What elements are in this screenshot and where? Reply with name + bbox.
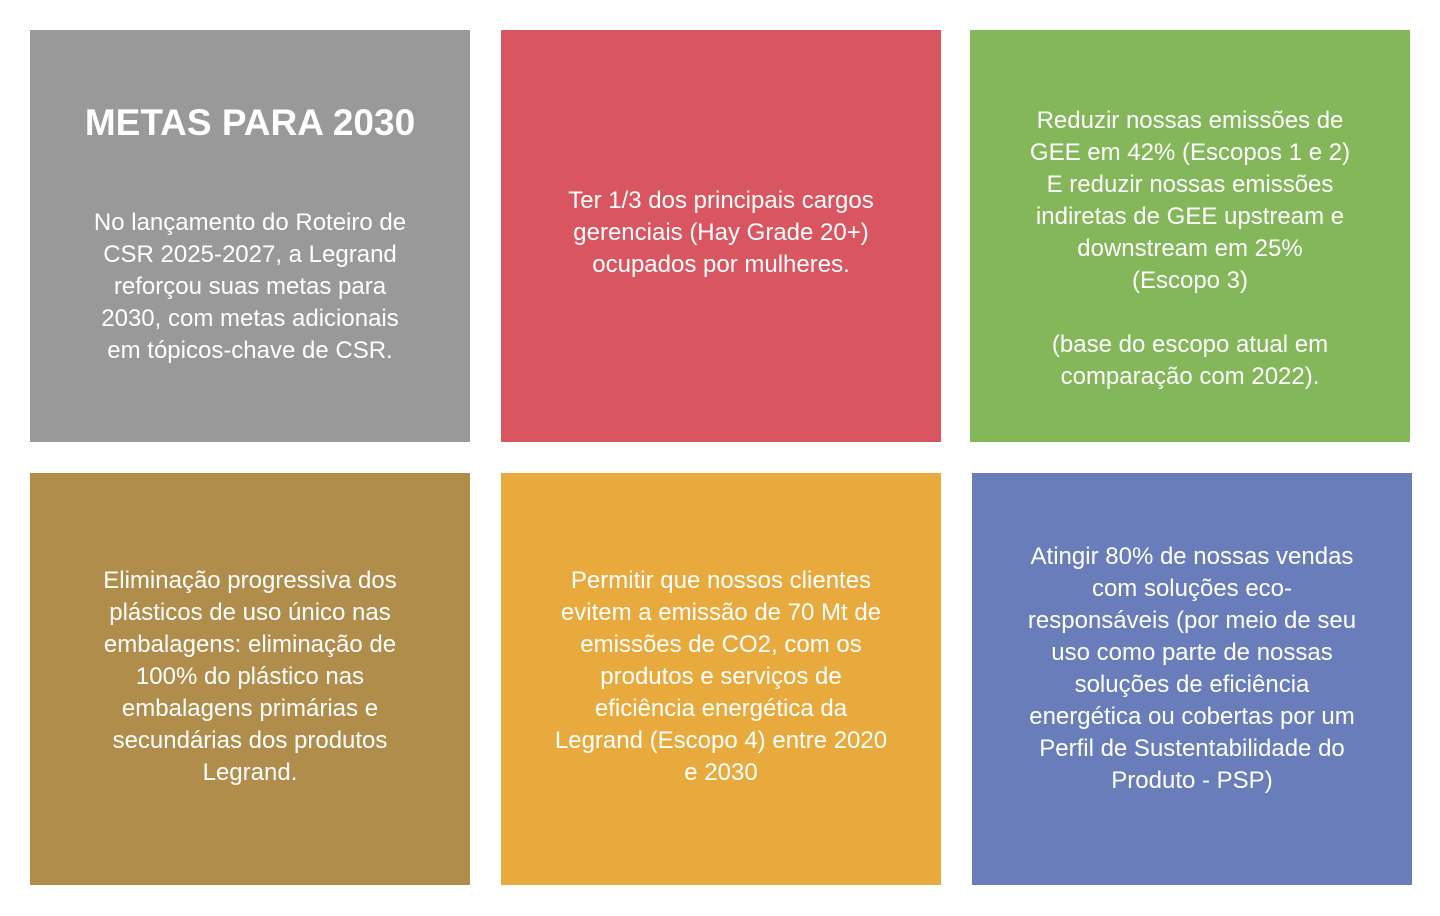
goal-text: Eliminação progressiva dos plásticos de … (103, 567, 397, 786)
intro-text: No lançamento do Roteiro de CSR 2025-202… (93, 209, 407, 364)
goal-text: Permitir que nossos clientes evitem a em… (554, 567, 888, 786)
page-title: METAS PARA 2030 (84, 102, 416, 143)
goal-text: Atingir 80% de nossas vendas com soluçõe… (1027, 543, 1357, 794)
card-metas-2030: METAS PARA 2030 No lançamento do Roteiro… (30, 30, 470, 442)
card-ghg-emissions: Reduzir nossas emissões de GEE em 42% (E… (970, 30, 1410, 442)
card-women-management: Ter 1/3 dos principais cargos gerenciais… (501, 30, 941, 442)
card-eco-responsible-sales: Atingir 80% de nossas vendas com soluçõe… (972, 473, 1412, 885)
goal-text: Ter 1/3 dos principais cargos gerenciais… (568, 187, 874, 278)
card-plastics: Eliminação progressiva dos plásticos de … (30, 473, 470, 885)
card-avoided-emissions: Permitir que nossos clientes evitem a em… (501, 473, 941, 885)
goal-text: Reduzir nossas emissões de GEE em 42% (E… (1029, 107, 1351, 390)
